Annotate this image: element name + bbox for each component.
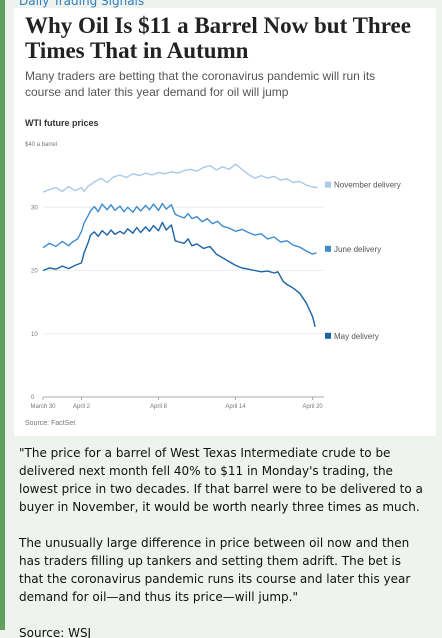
chart-source: Source: FactSet <box>25 420 76 427</box>
chart-grid <box>43 206 324 398</box>
chart-title: WTI future prices <box>25 118 99 128</box>
legend-label: June delivery <box>334 245 381 254</box>
body-paragraph-1: "The price for a barrel of West Texas In… <box>19 446 423 514</box>
chart-legend: November delivery June delivery May delive… <box>325 181 401 341</box>
left-accent-strip <box>0 0 5 630</box>
headline: Why Oil Is $11 a Barrel Now but Three Ti… <box>25 13 411 63</box>
post-body: "The price for a barrel of West Texas In… <box>19 444 424 638</box>
body-paragraph-2: The unusually large difference in price … <box>19 536 411 604</box>
legend-label: November delivery <box>334 181 401 190</box>
legend-label: May delivery <box>334 332 379 341</box>
legend-swatch <box>325 332 331 339</box>
body-source: Source: WSJ <box>19 626 92 638</box>
y-tick-label: 20 <box>31 269 38 275</box>
series-line-november-delivery <box>42 163 318 193</box>
legend-swatch <box>325 245 331 252</box>
wti-chart: $40 a barrel 0 10 20 30 March 30 April 2 April … <box>25 142 401 410</box>
y-axis-label: $40 a barrel <box>25 142 57 148</box>
article-card: Why Oil Is $11 a Barrel Now but Three Ti… <box>14 8 436 436</box>
series-line-june-delivery <box>42 202 317 255</box>
y-tick-label: 30 <box>31 205 38 211</box>
x-tick-label: April 20 <box>302 404 323 410</box>
dek: Many traders are betting that the corona… <box>25 69 376 99</box>
x-tick-label: April 2 <box>73 404 91 410</box>
chart-series <box>42 163 318 327</box>
y-tick-label: 10 <box>31 332 38 338</box>
x-tick-label: April 14 <box>225 404 246 410</box>
y-tick-label: 0 <box>31 395 35 401</box>
series-line-may-delivery <box>42 221 316 327</box>
x-tick-label: March 30 <box>30 404 56 410</box>
x-tick-label: April 8 <box>150 404 168 410</box>
chart-axes: $40 a barrel 0 10 20 30 March 30 April 2 April … <box>25 142 323 410</box>
legend-swatch <box>325 181 331 188</box>
channel-label: Daily Trading Signals <box>19 0 145 8</box>
